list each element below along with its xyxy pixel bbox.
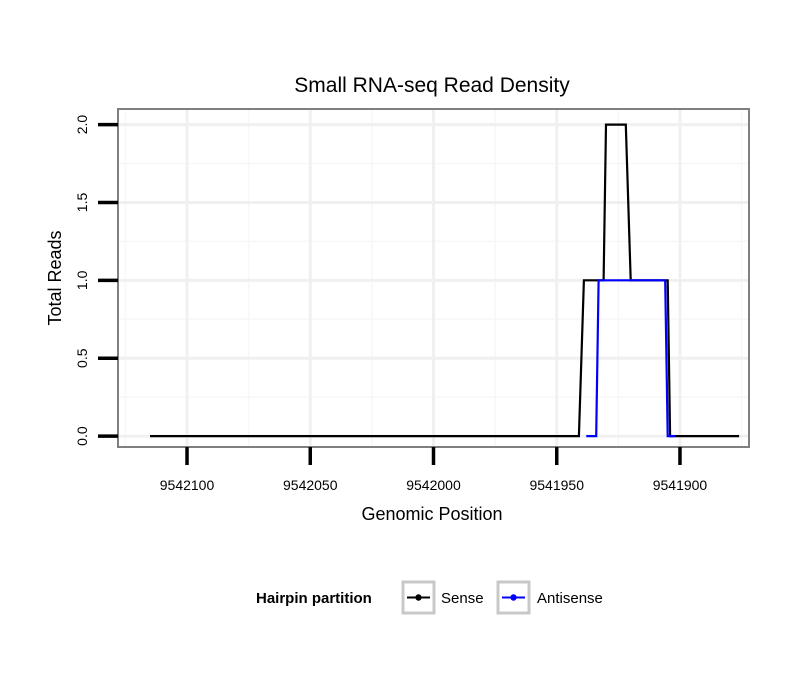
x-axis-label: Genomic Position: [361, 504, 502, 524]
legend-title: Hairpin partition: [256, 590, 372, 607]
legend-key-dot-antisense: [510, 594, 517, 601]
chart-title: Small RNA-seq Read Density: [294, 74, 570, 97]
series-lines: [150, 123, 740, 438]
y-tick-label: 2.0: [74, 115, 90, 135]
legend-label-antisense: Antisense: [537, 590, 603, 607]
legend-key-dot-sense: [415, 594, 422, 601]
x-axis: 9542100 9542050 9542000 9541950 9541900: [160, 447, 708, 493]
x-tick-label: 9542050: [283, 477, 338, 493]
x-tick-label: 9542000: [406, 477, 461, 493]
y-axis-label: Total Reads: [45, 230, 65, 325]
series-line-antisense: [586, 279, 676, 438]
y-tick-label: 0.0: [74, 426, 90, 446]
x-tick-label: 9542100: [160, 477, 215, 493]
y-tick-label: 1.0: [74, 270, 90, 290]
y-tick-label: 1.5: [74, 193, 90, 213]
series-line-sense: [150, 123, 740, 438]
y-tick-label: 0.5: [74, 348, 90, 368]
legend-label-sense: Sense: [441, 590, 484, 607]
grid-lines: [118, 109, 749, 447]
legend: Hairpin partition Sense Antisense: [256, 580, 603, 615]
x-tick-label: 9541950: [529, 477, 584, 493]
y-axis: 0.0 0.5 1.0 1.5 2.0: [74, 115, 118, 446]
x-tick-label: 9541900: [653, 477, 708, 493]
legend-entry-sense: Sense: [401, 580, 484, 615]
legend-entry-antisense: Antisense: [496, 580, 603, 615]
